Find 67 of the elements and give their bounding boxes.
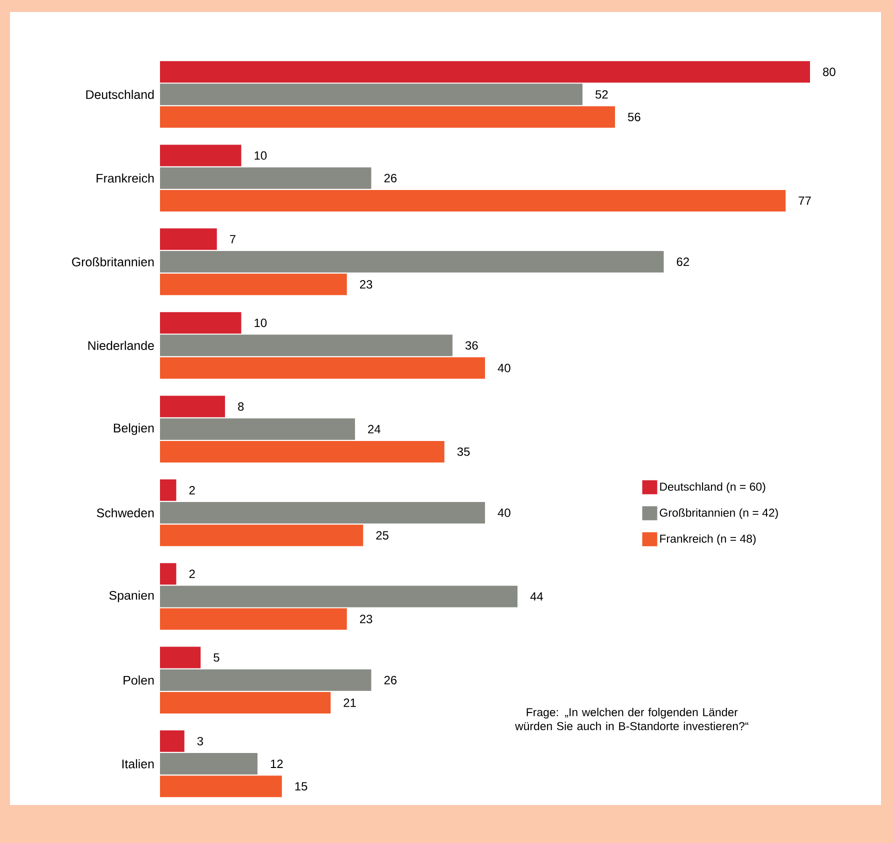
bar — [160, 84, 582, 106]
bar — [160, 418, 355, 440]
bar — [160, 730, 184, 752]
y-tick-label: Polen — [124, 676, 154, 685]
y-tick-label: Deutschland — [86, 90, 154, 100]
legend-label: Frankreich (n = 48) — [660, 534, 756, 546]
bar — [160, 357, 485, 379]
bar — [160, 502, 485, 524]
bar — [160, 669, 372, 691]
bar — [160, 312, 242, 334]
data-label: 2 — [189, 486, 195, 494]
data-label: 12 — [270, 760, 283, 768]
data-label: 5 — [214, 653, 220, 662]
bar — [160, 167, 372, 189]
bar — [160, 274, 347, 296]
bar — [160, 396, 225, 418]
bar — [160, 586, 518, 608]
bar — [160, 608, 347, 630]
data-label: 26 — [384, 676, 397, 684]
bar — [160, 440, 444, 462]
data-label: 23 — [360, 280, 372, 289]
bar — [160, 334, 452, 356]
data-label: 77 — [798, 196, 811, 205]
data-label: 2 — [189, 570, 195, 578]
data-label: 3 — [197, 736, 204, 746]
bar — [160, 563, 176, 585]
legend-label: Großbritannien (n = 42) — [660, 508, 778, 520]
data-label: 7 — [230, 235, 236, 244]
y-tick-label: Großbritannien — [72, 257, 154, 266]
y-tick-label: Schweden — [96, 508, 154, 518]
bar — [160, 251, 664, 273]
data-label: 52 — [596, 90, 608, 99]
y-tick-label: Spanien — [109, 590, 154, 602]
bar — [160, 753, 258, 775]
bar — [160, 106, 615, 128]
y-tick-label: Frankreich — [96, 174, 154, 183]
annotation: Frage: „In welchen der folgenden Länder würden Sie auch in B-Standorte investieren?“ — [515, 708, 748, 730]
data-label: 56 — [628, 112, 640, 122]
data-label: 23 — [360, 614, 372, 624]
data-label: 10 — [254, 151, 267, 160]
data-label: 80 — [823, 68, 836, 76]
bar — [160, 692, 331, 714]
data-label: 62 — [676, 258, 689, 266]
data-label: 15 — [295, 782, 308, 791]
data-label: 26 — [384, 174, 397, 182]
y-tick-label: Niederlande — [88, 340, 154, 350]
data-label: 40 — [498, 364, 510, 372]
bar — [160, 228, 217, 250]
data-label: 44 — [530, 592, 543, 601]
data-label: 21 — [344, 698, 356, 707]
bar — [160, 144, 242, 166]
data-label: 8 — [238, 402, 244, 411]
data-label: 25 — [376, 531, 388, 540]
bar — [160, 479, 176, 501]
bar — [160, 61, 810, 83]
data-label: 40 — [498, 508, 510, 517]
data-label: 24 — [368, 424, 380, 434]
y-tick-label: Italien — [122, 759, 154, 768]
legend-label: Deutschland (n = 60) — [660, 482, 766, 494]
bar — [160, 776, 282, 798]
bar — [160, 524, 364, 546]
data-label: 36 — [465, 341, 478, 350]
bar — [160, 190, 786, 212]
bar — [160, 646, 201, 668]
y-tick-label: Belgien — [114, 423, 154, 435]
data-label: 10 — [254, 318, 267, 328]
data-label: 35 — [457, 447, 470, 456]
